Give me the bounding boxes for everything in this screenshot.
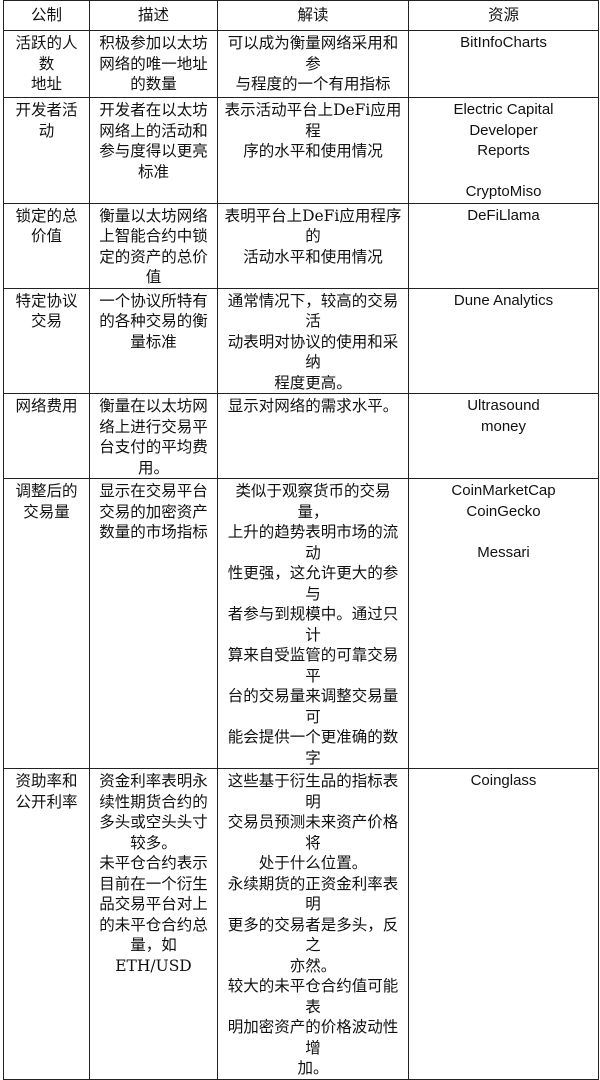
table-row: 锁定的总 价值 衡量以太坊网络 上智能合约中锁 定的资产的总价 值 表明平台上D…: [3, 202, 599, 289]
header-row: 公制 描述 解读 资源: [3, 0, 599, 31]
metric-cell: 资助率和 公开利率: [3, 768, 90, 1080]
table-row: 资助率和 公开利率 资金利率表明永 续性期货合约的 多头或空头头寸 较多。 未平…: [3, 768, 599, 1080]
source-cell: Dune Analytics: [408, 287, 599, 394]
source-cell: CoinMarketCap CoinGecko Messari: [408, 478, 599, 769]
interpretation-cell: 通常情况下，较高的交易活 动表明对协议的使用和采纳 程度更高。: [217, 287, 409, 394]
source-cell: DeFiLlama: [408, 202, 599, 289]
description-cell: 资金利率表明永 续性期货合约的 多头或空头头寸 较多。 未平仓合约表示 目前在一…: [89, 768, 218, 1080]
source-cell: Coinglass: [408, 768, 599, 1080]
metric-cell: 活跃的人 数 地址: [3, 30, 90, 98]
table-row: 开发者活 动 开发者在以太坊 网络上的活动和 参与度得以更亮 标准 表示活动平台…: [3, 97, 599, 204]
interpretation-cell: 表明平台上DeFi应用程序的 活动水平和使用情况: [217, 202, 409, 289]
metric-cell: 网络费用: [3, 393, 90, 479]
metrics-table: 公制 描述 解读 资源 活跃的人 数 地址 积极参加以太坊 网络的唯一地址 的数…: [3, 0, 599, 1080]
table-row: 调整后的 交易量 显示在交易平台 交易的加密资产 数量的市场指标 类似于观察货币…: [3, 478, 599, 769]
table-row: 网络费用 衡量在以太坊网 络上进行交易平 台支付的平均费 用。 显示对网络的需求…: [3, 393, 599, 479]
description-cell: 一个协议所特有 的各种交易的衡 量标准: [89, 287, 218, 394]
header-interpretation: 解读: [217, 0, 409, 31]
metric-cell: 开发者活 动: [3, 97, 90, 204]
table-row: 特定协议 交易 一个协议所特有 的各种交易的衡 量标准 通常情况下，较高的交易活…: [3, 287, 599, 394]
interpretation-cell: 可以成为衡量网络采用和参 与程度的一个有用指标: [217, 30, 409, 98]
description-cell: 开发者在以太坊 网络上的活动和 参与度得以更亮 标准: [89, 97, 218, 204]
table-row: 活跃的人 数 地址 积极参加以太坊 网络的唯一地址 的数量 可以成为衡量网络采用…: [3, 30, 599, 98]
metric-cell: 调整后的 交易量: [3, 478, 90, 769]
interpretation-cell: 类似于观察货币的交易量， 上升的趋势表明市场的流动 性更强，这允许更大的参与 者…: [217, 478, 409, 769]
interpretation-cell: 这些基于衍生品的指标表明 交易员预测未来资产价格将 处于什么位置。 永续期货的正…: [217, 768, 409, 1080]
source-cell: Electric Capital Developer Reports Crypt…: [408, 97, 599, 204]
description-cell: 衡量在以太坊网 络上进行交易平 台支付的平均费 用。: [89, 393, 218, 479]
metric-cell: 特定协议 交易: [3, 287, 90, 394]
header-description: 描述: [89, 0, 218, 31]
description-cell: 积极参加以太坊 网络的唯一地址 的数量: [89, 30, 218, 98]
description-cell: 显示在交易平台 交易的加密资产 数量的市场指标: [89, 478, 218, 769]
interpretation-cell: 表示活动平台上DeFi应用程 序的水平和使用情况: [217, 97, 409, 204]
header-metric: 公制: [3, 0, 90, 31]
source-cell: BitInfoCharts: [408, 30, 599, 98]
interpretation-cell: 显示对网络的需求水平。: [217, 393, 409, 479]
metric-cell: 锁定的总 价值: [3, 202, 90, 289]
description-cell: 衡量以太坊网络 上智能合约中锁 定的资产的总价 值: [89, 202, 218, 289]
header-source: 资源: [408, 0, 599, 31]
source-cell: Ultrasound money: [408, 393, 599, 479]
